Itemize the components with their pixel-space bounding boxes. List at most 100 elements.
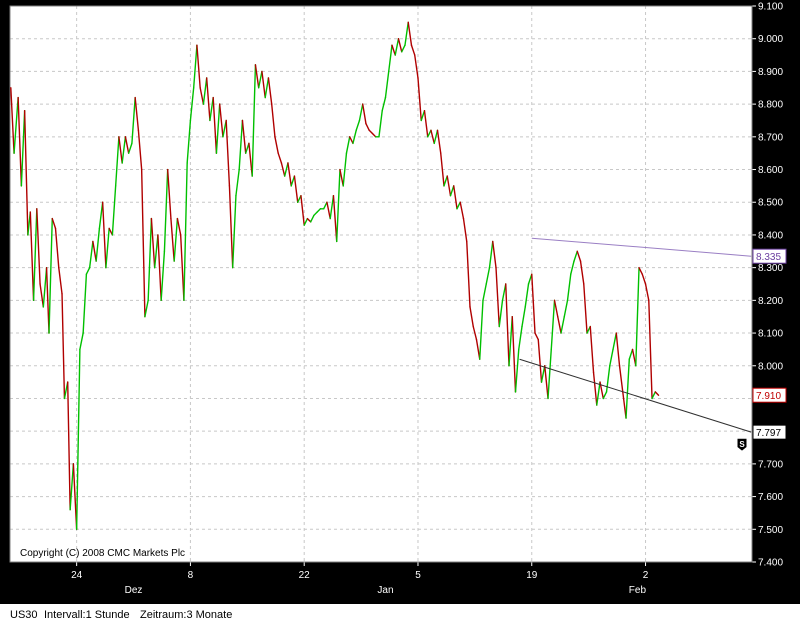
price-segment [625,358,630,419]
price-chart[interactable]: 7.4007.5007.6007.7007.8007.9008.0008.100… [0,0,800,604]
interval-label: Intervall:1 Stunde [44,609,130,621]
price-segment [352,129,357,145]
price-segment [391,44,396,56]
price-segment [75,348,81,530]
price-segment [514,348,520,393]
price-segment [144,299,149,318]
price-segment [147,217,153,302]
price-segment [482,283,487,302]
y-tick-label: 7.500 [758,525,783,536]
price-segment [394,38,400,56]
price-segment [550,299,556,351]
price-segment [166,168,172,220]
price-segment [124,136,130,154]
price-segment [183,162,188,302]
price-segment [189,87,195,122]
price-segment [160,250,166,302]
price-segment [238,119,244,171]
plot-background [10,6,752,562]
price-segment [644,283,650,302]
y-tick-label: 8.400 [758,230,783,241]
price-segment [355,119,361,131]
price-segment [404,21,409,46]
price-segment [579,260,585,285]
price-segment [45,266,50,334]
price-segment [443,175,448,187]
price-segment [492,240,497,269]
y-tick-label: 7.400 [758,558,783,569]
y-tick-label: 8.200 [758,296,783,307]
price-segment [313,211,318,217]
price-segment [105,227,110,269]
price-segment [257,70,263,89]
price-segment [615,332,621,367]
price-segment [339,168,344,187]
price-segment [358,103,364,122]
price-segment [88,240,94,269]
price-segment [459,201,465,220]
price-segment [433,129,439,145]
price-segment [163,168,169,252]
price-segment [69,463,75,511]
price-segment [531,273,536,334]
y-tick-label: 9.100 [758,2,783,13]
price-segment [39,283,45,308]
x-tick-label: 2 [643,570,649,581]
price-segment [547,348,552,400]
y-tick-label: 8.900 [758,67,783,78]
price-segment [407,21,413,46]
price-segment [114,136,120,187]
price-segment [202,77,208,105]
price-segment [345,136,351,154]
price-segment [534,332,539,341]
y-tick-label: 7.700 [758,459,783,470]
price-segment [566,273,572,302]
trendline-lower [519,358,752,433]
price-segment [524,283,530,308]
price-segment [329,194,335,220]
price-segment [466,240,471,308]
period-label: Zeitraum:3 Monate [140,609,233,621]
price-segment [349,136,354,145]
price-segment [85,266,91,275]
price-segment [563,299,569,318]
price-segment [92,240,97,262]
price-segment [118,136,123,164]
price-segment [423,109,429,138]
month-label: Dez [125,585,143,596]
month-label: Jan [377,585,393,596]
price-segment [127,142,133,154]
month-label: Feb [629,585,647,596]
x-tick-label: 19 [526,570,538,581]
price-segment [23,109,29,236]
price-segment [137,129,143,171]
price-segment [336,168,341,243]
price-segment [293,175,299,203]
price-segment [420,109,426,122]
price-segment [61,293,66,400]
price-segment [140,168,146,318]
trendline-upper [531,237,752,257]
price-segment [540,365,546,383]
price-segment [111,185,117,236]
price-segment [628,348,634,360]
price-segment [157,234,162,302]
price-segment [612,332,617,351]
price-segment [72,463,78,530]
price-segment [511,316,517,393]
price-segment [446,175,452,197]
price-segment [235,168,240,197]
price-segment [518,325,523,351]
price-segment [488,240,494,269]
price-segment [378,109,383,138]
price-segment [618,365,624,393]
price-flag-last-price [752,387,787,403]
marker-label: S [739,440,745,449]
price-segment [475,338,481,360]
price-segment [283,162,289,177]
price-segment [410,44,416,56]
price-segment [196,44,201,89]
price-segment [48,217,53,334]
price-segment [316,208,322,213]
